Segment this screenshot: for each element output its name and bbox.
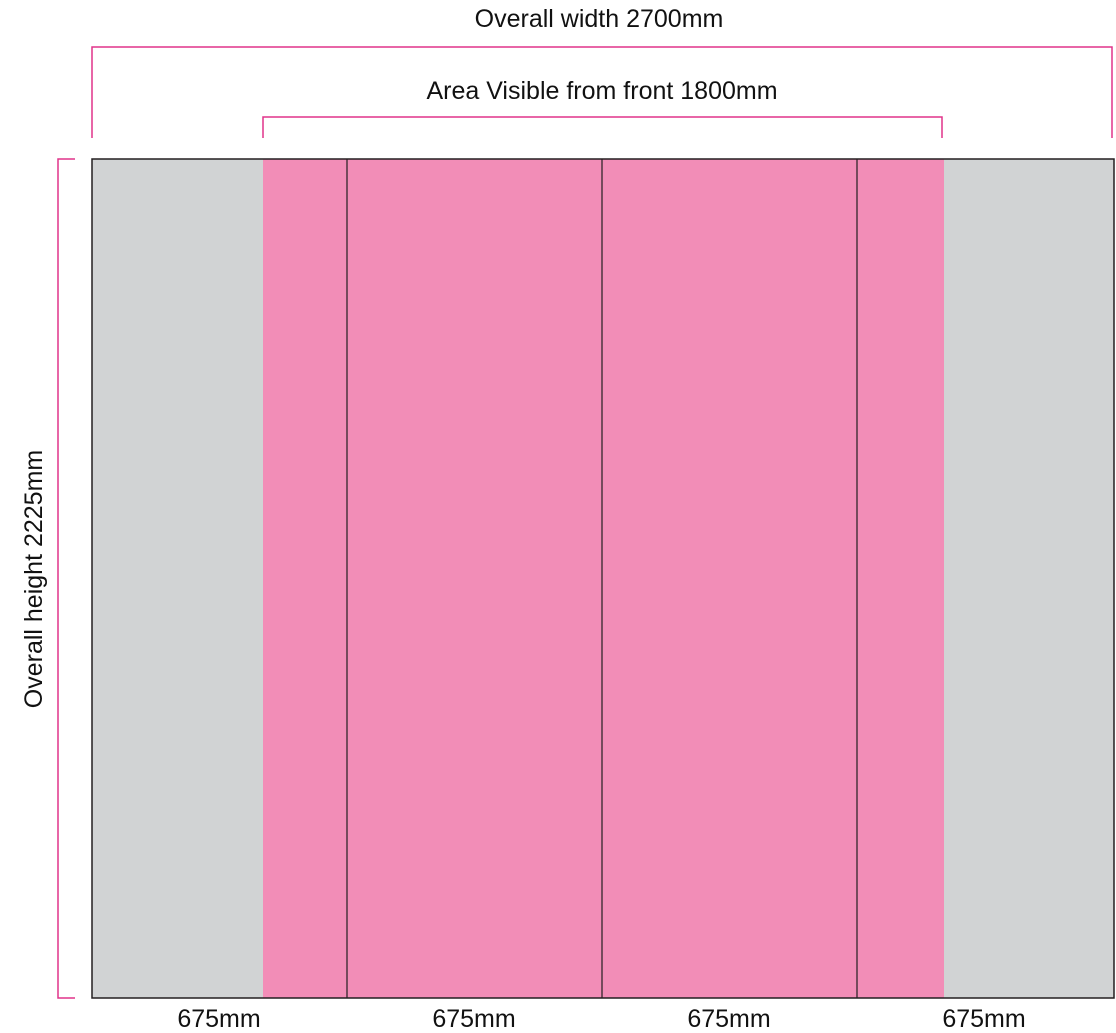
panel-width-label-4: 675mm	[942, 1005, 1025, 1033]
overall-height-label: Overall height 2225mm	[20, 450, 48, 708]
panel-width-label-2: 675mm	[432, 1005, 515, 1033]
hidden-area-left	[92, 159, 263, 998]
visible-area	[263, 159, 944, 998]
hidden-area-right	[944, 159, 1114, 998]
overall-width-label: Overall width 2700mm	[475, 5, 724, 33]
panel-width-label-3: 675mm	[687, 1005, 770, 1033]
backdrop-outline	[91, 158, 1115, 999]
overall-width-bracket	[91, 46, 1113, 138]
visible-area-bracket	[262, 116, 943, 138]
visible-area-label: Area Visible from front 1800mm	[426, 77, 777, 105]
overall-height-bracket	[57, 158, 75, 999]
panel-width-label-1: 675mm	[177, 1005, 260, 1033]
